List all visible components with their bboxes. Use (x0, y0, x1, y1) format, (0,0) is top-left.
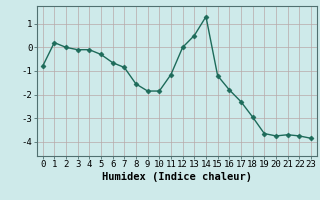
X-axis label: Humidex (Indice chaleur): Humidex (Indice chaleur) (102, 172, 252, 182)
